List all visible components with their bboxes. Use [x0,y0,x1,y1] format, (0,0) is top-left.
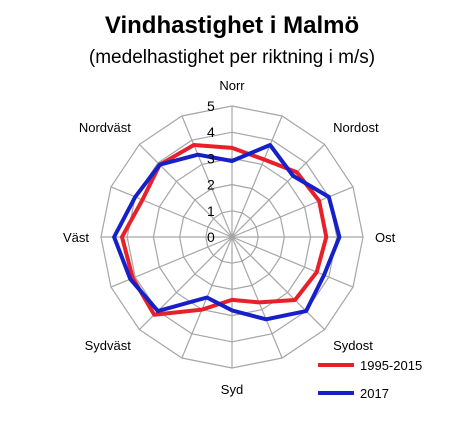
legend-label-series-1: 1995-2015 [360,357,423,373]
series-line-2 [112,143,342,322]
direction-label: Nordväst [79,120,131,135]
grid-spoke [231,236,354,288]
legend-swatch-series-1 [318,363,354,367]
grid-spoke [181,115,233,238]
radar-grid [100,105,364,369]
legend-label-series-2: 2017 [360,385,389,401]
direction-label: Sydost [333,338,373,353]
legend: 1995-2015 2017 [318,351,422,407]
grid-spoke [231,115,283,238]
direction-label: Ost [375,230,396,245]
grid-spoke [110,186,233,238]
radar-series [112,143,342,322]
grid-spoke [231,236,283,359]
legend-item: 1995-2015 [318,351,422,379]
direction-label: Norr [219,78,245,93]
radial-tick-label: 5 [207,98,215,114]
legend-swatch-series-2 [318,391,354,395]
radial-tick-label: 4 [207,124,215,140]
direction-label: Syd [221,382,243,397]
direction-label: Nordost [333,120,379,135]
grid-spoke [138,143,233,238]
grid-spoke [231,186,354,238]
legend-item: 2017 [318,379,422,407]
radial-tick-label: 1 [207,203,215,219]
radial-tick-label: 2 [207,177,215,193]
radial-tick-label: 0 [207,229,215,245]
chart-title: Vindhastighet i Malmö [104,12,360,39]
grid-spoke [231,236,326,331]
grid-spoke [231,143,326,238]
direction-label: Sydväst [85,338,132,353]
direction-label: Väst [63,230,89,245]
series-line-1 [120,143,329,317]
radar-labels: 0 1 2 3 4 5 Norr Nordost Ost Sydost Syd Sydväst Väst… [63,78,396,397]
radial-tick-label: 3 [207,150,215,166]
chart-subtitle: (medelhastighet per riktning i m/s) [88,47,376,68]
